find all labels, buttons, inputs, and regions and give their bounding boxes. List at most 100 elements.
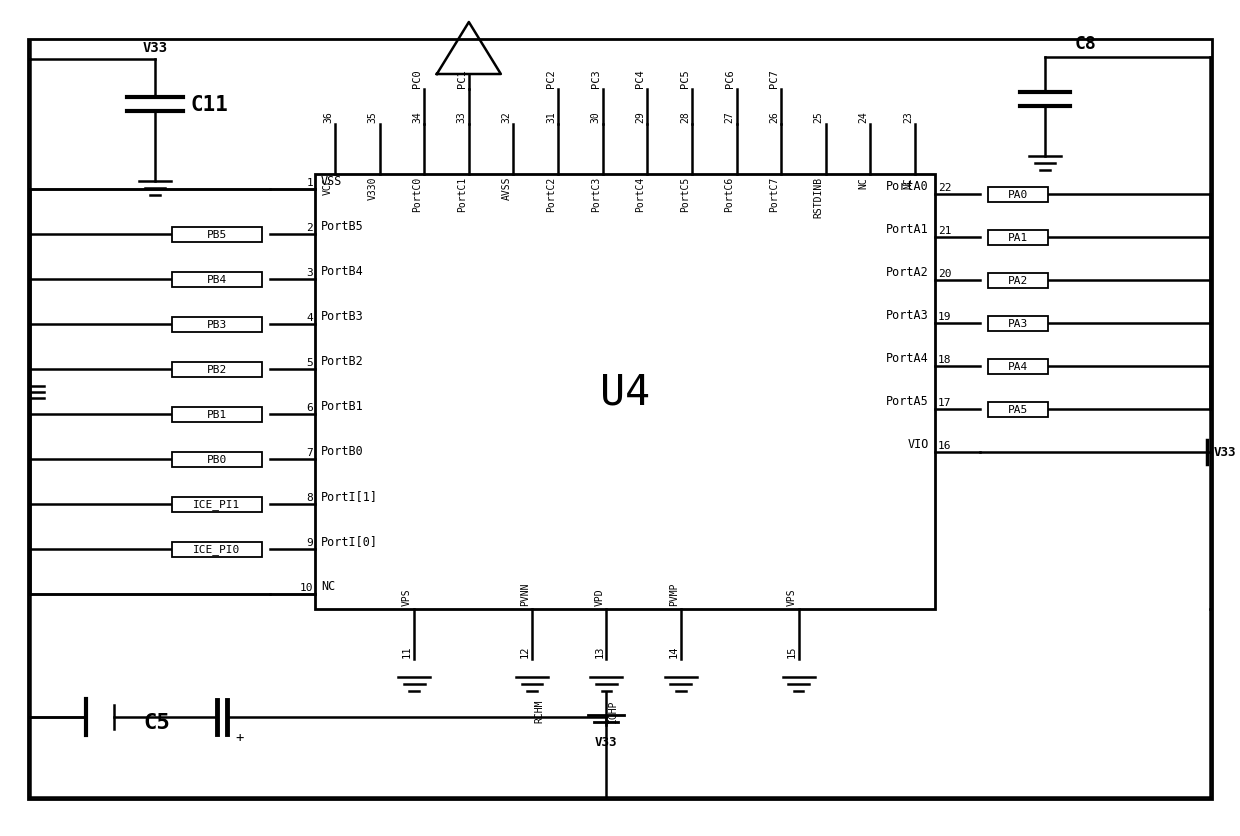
Text: 4: 4: [306, 313, 312, 323]
Text: PortC6: PortC6: [724, 176, 734, 212]
Text: 11: 11: [402, 645, 412, 657]
Bar: [988, 316, 1048, 331]
Text: PB5: PB5: [207, 230, 227, 240]
Text: PC1: PC1: [456, 69, 466, 88]
Text: PortC1: PortC1: [456, 176, 466, 212]
Text: 8: 8: [306, 492, 312, 502]
Text: 12: 12: [520, 645, 529, 657]
Text: 25: 25: [813, 111, 823, 123]
Text: 1: 1: [306, 178, 312, 188]
Text: PB3: PB3: [207, 319, 227, 329]
Text: PVMP: PVMP: [668, 582, 678, 605]
Text: 24: 24: [858, 111, 868, 123]
Text: C5: C5: [144, 712, 170, 732]
Bar: [988, 402, 1048, 417]
Text: 6: 6: [306, 402, 312, 412]
Text: 34: 34: [412, 111, 423, 123]
Text: PortC2: PortC2: [546, 176, 556, 212]
Text: 28: 28: [680, 111, 689, 123]
Text: VCC: VCC: [322, 176, 334, 195]
Text: C8: C8: [1075, 35, 1096, 53]
Text: ICHP: ICHP: [609, 699, 619, 722]
Bar: [315, 175, 935, 609]
Text: 10: 10: [300, 583, 312, 592]
Text: 27: 27: [724, 111, 734, 123]
Bar: [172, 542, 262, 557]
Text: PortA5: PortA5: [887, 395, 929, 407]
Text: ICE_PI0: ICE_PI0: [193, 544, 241, 555]
Bar: [988, 359, 1048, 374]
Text: PA5: PA5: [1008, 405, 1028, 415]
Text: PortI[0]: PortI[0]: [321, 534, 378, 548]
Text: PA0: PA0: [1008, 190, 1028, 200]
Text: PortB0: PortB0: [321, 445, 363, 457]
Text: 9: 9: [306, 538, 312, 548]
Text: PC2: PC2: [546, 69, 556, 88]
Bar: [172, 362, 262, 377]
Text: PC4: PC4: [635, 69, 645, 88]
Text: PA1: PA1: [1008, 232, 1028, 242]
Text: PortC0: PortC0: [412, 176, 423, 212]
Text: PB4: PB4: [207, 275, 227, 285]
Text: 31: 31: [546, 111, 556, 123]
Bar: [172, 452, 262, 467]
Text: U4: U4: [600, 371, 650, 413]
Text: VPS: VPS: [402, 588, 412, 605]
Text: PortB5: PortB5: [321, 220, 363, 232]
Text: V33: V33: [143, 41, 167, 55]
Text: V33: V33: [595, 735, 618, 748]
Text: 22: 22: [937, 183, 951, 193]
Text: PA3: PA3: [1008, 319, 1028, 329]
Text: 29: 29: [635, 111, 645, 123]
Text: RCHM: RCHM: [534, 699, 544, 722]
Text: 18: 18: [937, 354, 951, 364]
Text: +: +: [236, 730, 244, 744]
Bar: [172, 317, 262, 332]
Bar: [988, 230, 1048, 245]
Text: 5: 5: [306, 358, 312, 368]
Bar: [172, 497, 262, 512]
Text: 32: 32: [501, 111, 511, 123]
Text: PortI[1]: PortI[1]: [321, 489, 378, 502]
Text: 33: 33: [456, 111, 466, 123]
Text: 23: 23: [903, 111, 913, 123]
Text: 19: 19: [937, 312, 951, 322]
Text: PA2: PA2: [1008, 276, 1028, 286]
Text: PortB1: PortB1: [321, 400, 363, 412]
Text: 7: 7: [306, 447, 312, 457]
Text: ICE_PI1: ICE_PI1: [193, 499, 241, 510]
Text: 30: 30: [590, 111, 600, 123]
Text: PB1: PB1: [207, 410, 227, 420]
Text: V330: V330: [367, 176, 378, 201]
Text: PC0: PC0: [412, 69, 423, 88]
Text: PortA0: PortA0: [887, 180, 929, 193]
Text: C11: C11: [190, 95, 228, 115]
Text: PA4: PA4: [1008, 361, 1028, 371]
Bar: [172, 407, 262, 422]
Text: AVSS: AVSS: [501, 176, 511, 201]
Text: PC7: PC7: [769, 69, 779, 88]
Text: 35: 35: [367, 111, 378, 123]
Text: 36: 36: [322, 111, 334, 123]
Text: V33: V33: [1214, 446, 1236, 459]
Text: PortA1: PortA1: [887, 222, 929, 236]
Text: 20: 20: [937, 268, 951, 278]
Text: 17: 17: [937, 398, 951, 407]
Text: NC: NC: [321, 579, 335, 592]
Bar: [988, 187, 1048, 202]
Text: PortA4: PortA4: [887, 352, 929, 364]
Text: VIO: VIO: [908, 437, 929, 451]
Text: PC5: PC5: [680, 69, 689, 88]
Bar: [172, 227, 262, 242]
Bar: [172, 273, 262, 287]
Text: VPD: VPD: [594, 588, 604, 605]
Text: PVNN: PVNN: [520, 582, 529, 605]
Text: 21: 21: [937, 226, 951, 236]
Text: PortC4: PortC4: [635, 176, 645, 212]
Text: 13: 13: [594, 645, 604, 657]
Text: PortB4: PortB4: [321, 265, 363, 278]
Text: 2: 2: [306, 222, 312, 232]
Bar: [988, 273, 1048, 288]
Text: PortA2: PortA2: [887, 266, 929, 278]
Text: 15: 15: [786, 645, 796, 657]
